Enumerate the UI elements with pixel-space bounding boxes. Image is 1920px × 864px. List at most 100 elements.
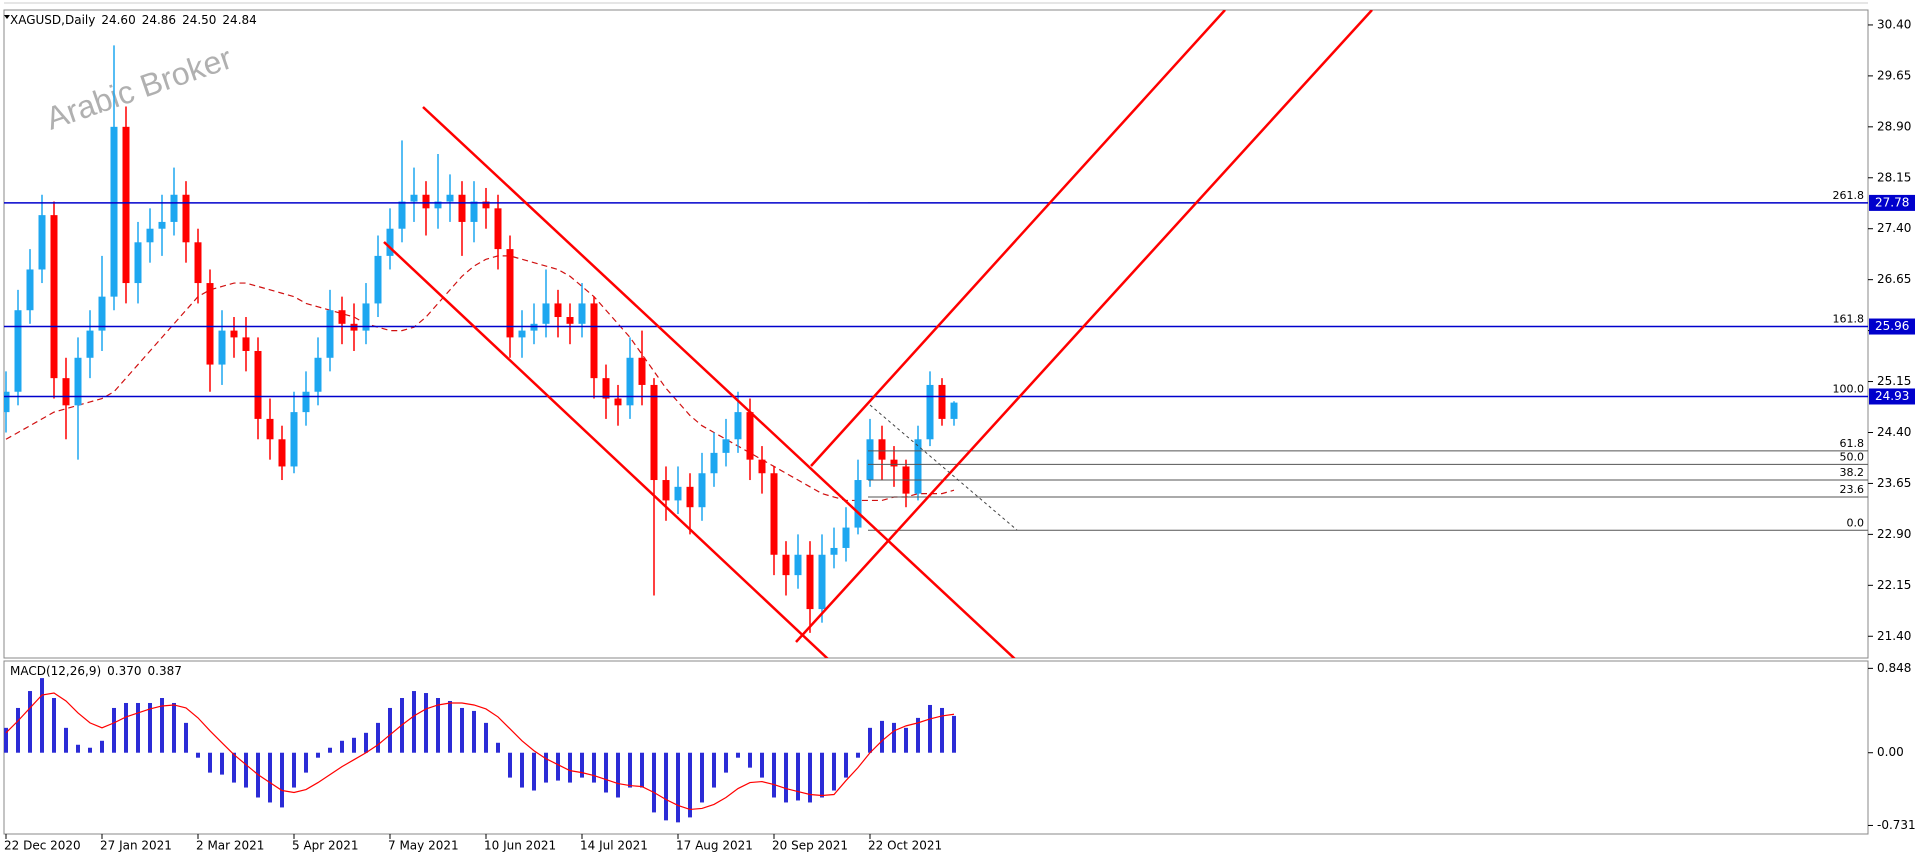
candle-body bbox=[158, 221, 166, 229]
candle-body bbox=[890, 459, 898, 467]
candle-body bbox=[758, 459, 766, 474]
macd-bar bbox=[556, 752, 560, 781]
macd-bar bbox=[220, 752, 224, 775]
macd-bar bbox=[148, 702, 152, 753]
x-tick-label: 22 Oct 2021 bbox=[868, 839, 942, 853]
macd-bar bbox=[340, 740, 344, 753]
candle-body bbox=[842, 527, 850, 548]
macd-bar bbox=[904, 727, 908, 753]
price-level-box bbox=[1869, 388, 1915, 405]
candle-body bbox=[146, 228, 154, 243]
candle-body bbox=[86, 330, 94, 358]
candle-body bbox=[266, 418, 274, 440]
x-tick-label: 22 Dec 2020 bbox=[4, 839, 81, 853]
candle-body bbox=[578, 303, 586, 324]
macd-bar bbox=[124, 702, 128, 753]
title-value: 24.60 bbox=[101, 13, 135, 27]
candle-body bbox=[914, 439, 922, 494]
candle-body bbox=[314, 357, 322, 392]
x-tick-label: 27 Jan 2021 bbox=[100, 839, 172, 853]
candle-body bbox=[170, 194, 178, 222]
macd-bar bbox=[172, 702, 176, 753]
macd-bar bbox=[160, 698, 164, 753]
macd-bar bbox=[808, 752, 812, 803]
candle-body bbox=[98, 296, 106, 331]
macd-bar bbox=[4, 727, 8, 753]
price-level-box bbox=[1869, 194, 1915, 211]
candle-body bbox=[386, 228, 394, 256]
macd-bar bbox=[64, 727, 68, 753]
candle-body bbox=[950, 402, 958, 419]
fib-trend-line bbox=[869, 404, 1018, 531]
candle-body bbox=[134, 242, 142, 284]
macd-bar bbox=[652, 752, 656, 813]
x-tick-label: 7 May 2021 bbox=[388, 839, 459, 853]
macd-bar bbox=[820, 752, 824, 798]
candle-body bbox=[326, 310, 334, 358]
fib-label: 0.0 bbox=[1847, 516, 1865, 529]
fib-label: 61.8 bbox=[1840, 437, 1865, 450]
candle-body bbox=[638, 357, 646, 385]
fib-label: 50.0 bbox=[1840, 450, 1865, 463]
y-tick-label: 25.15 bbox=[1877, 374, 1911, 388]
title-value: 0.387 bbox=[148, 664, 182, 678]
macd-bar bbox=[388, 707, 392, 753]
fib-label: 100.0 bbox=[1833, 382, 1865, 395]
candle-body bbox=[4, 391, 10, 413]
fib-label: 261.8 bbox=[1833, 189, 1865, 202]
candle-body bbox=[866, 439, 874, 481]
macd-bar bbox=[736, 752, 740, 758]
macd-bar bbox=[568, 752, 572, 783]
signal-line bbox=[5, 692, 955, 811]
macd-bar bbox=[796, 752, 800, 801]
price-level-label: 24.93 bbox=[1875, 389, 1909, 403]
y-tick-label: -0.731 bbox=[1877, 818, 1916, 832]
y-tick-label: 0.00 bbox=[1877, 745, 1904, 759]
macd-bar bbox=[532, 752, 536, 791]
macd-bar bbox=[268, 752, 272, 803]
candle-body bbox=[14, 310, 22, 392]
candle-body bbox=[122, 126, 130, 284]
macd-bar bbox=[40, 678, 44, 753]
y-tick-label: 21.40 bbox=[1877, 629, 1911, 643]
candle-body bbox=[626, 357, 634, 406]
candle-body bbox=[230, 330, 238, 338]
candle-body bbox=[50, 215, 58, 379]
candle-body bbox=[470, 201, 478, 222]
macd-bar bbox=[496, 742, 500, 753]
macd-bar bbox=[748, 752, 752, 768]
candle-body bbox=[458, 194, 466, 222]
candle-body bbox=[38, 215, 46, 270]
x-tick-label: 10 Jun 2021 bbox=[484, 839, 556, 853]
title-text: XAGUSD,Daily bbox=[10, 13, 95, 27]
macd-bar bbox=[952, 715, 956, 753]
fib-label: 38.2 bbox=[1840, 466, 1865, 479]
y-tick-label: 26.65 bbox=[1877, 272, 1911, 286]
macd-bar bbox=[760, 752, 764, 778]
macd-bar bbox=[616, 752, 620, 798]
macd-bar bbox=[712, 752, 716, 788]
macd-bar bbox=[316, 752, 320, 758]
candle-body bbox=[674, 486, 682, 501]
title-value: 24.86 bbox=[142, 13, 176, 27]
y-tick-label: 29.65 bbox=[1877, 68, 1911, 82]
candle-body bbox=[482, 201, 490, 209]
candle-body bbox=[770, 473, 778, 555]
x-tick-label: 17 Aug 2021 bbox=[676, 839, 753, 853]
indicator-title: MACD(12,26,9) 0.370 0.387 bbox=[10, 664, 182, 678]
macd-bar bbox=[892, 722, 896, 753]
candle-body bbox=[374, 255, 382, 304]
candle-body bbox=[938, 384, 946, 419]
candle-body bbox=[650, 384, 658, 481]
fib-label: 161.8 bbox=[1833, 313, 1865, 326]
candle-body bbox=[422, 194, 430, 209]
drawings bbox=[383, 10, 1373, 658]
macd-bar bbox=[700, 752, 704, 803]
macd-bar bbox=[88, 747, 92, 753]
macd-bar bbox=[928, 704, 932, 753]
macd-bar bbox=[520, 752, 524, 788]
moving-average bbox=[5, 255, 955, 502]
y-tick-label: 28.90 bbox=[1877, 119, 1911, 133]
y-tick-label: 24.40 bbox=[1877, 425, 1911, 439]
